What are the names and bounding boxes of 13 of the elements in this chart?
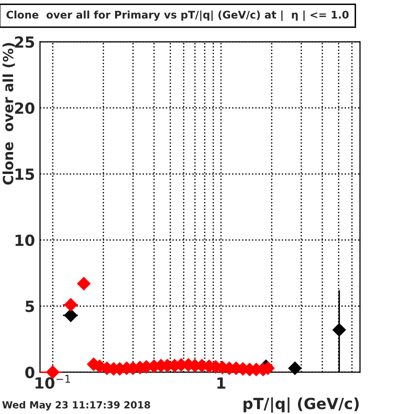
y-tick-label: 0 (25, 366, 34, 378)
y-tick-label: 25 (15, 36, 34, 48)
chart-title: Clone over all for Primary vs pT/|q| (GeV/c) at | η | <= 1.0 (6, 10, 349, 21)
y-tick-label: 5 (26, 300, 34, 312)
y-tick-label: 20 (15, 102, 34, 114)
x-tick-label: 1 (217, 378, 226, 389)
x-axis-title: pT/|q| (GeV/c) (244, 397, 359, 413)
y-tick-label: 10 (16, 234, 34, 246)
y-axis-title: Clone over all (%) (2, 43, 15, 185)
y-tick-label: 15 (16, 168, 34, 180)
x-tick-label: 10$^{−1}$ (36, 374, 70, 389)
point (64, 308, 78, 322)
text: Wed May 23 11:17:39 2018 (2, 400, 150, 410)
